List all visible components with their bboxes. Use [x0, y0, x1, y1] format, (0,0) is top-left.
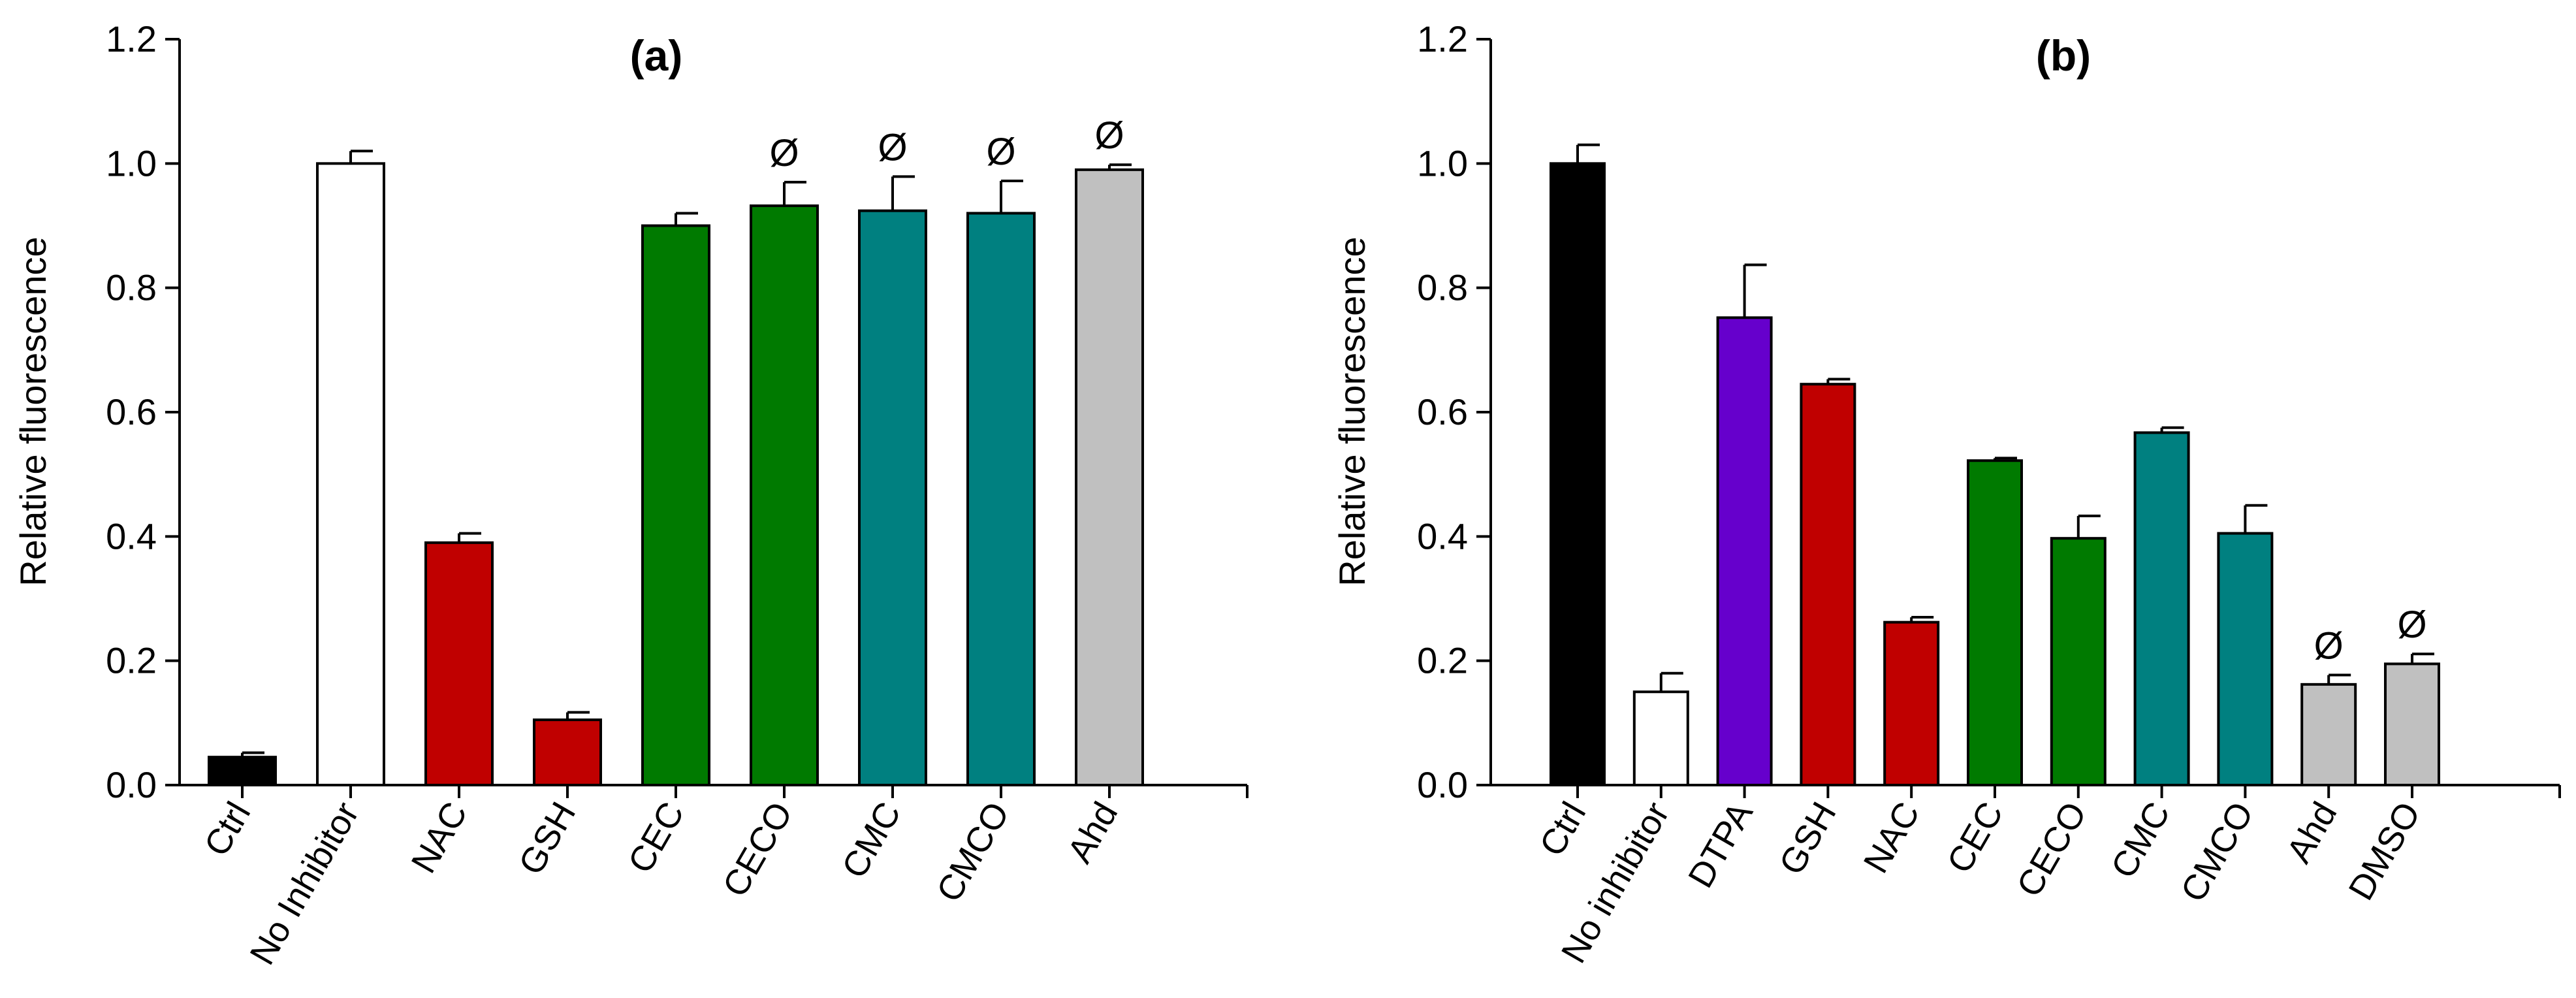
panel-a-category-label: Ctrl: [197, 796, 258, 863]
panel-a-title: (a): [630, 31, 683, 80]
panel-a-y-tick-label: 0.6: [106, 391, 157, 432]
panel-a-significance-mark: Ø: [878, 126, 907, 169]
panel-a-y-axis-title: Relative fluorescence: [12, 236, 54, 586]
panel-a-bar-nac: [424, 541, 494, 786]
panel-a-significance-mark: Ø: [1094, 114, 1124, 157]
panel-b-category-label: Ctrl: [1532, 796, 1593, 863]
panel-b-y-tick-label: 0.4: [1417, 515, 1468, 556]
panel-a-bar-no-inhibitor: [316, 162, 385, 787]
panel-b-y-tick-label: 0.0: [1417, 764, 1468, 805]
panel-b-title: (b): [2036, 31, 2091, 80]
panel-a-y-tick-label: 1.0: [106, 142, 157, 184]
panel-a-y-tick-label: 0.2: [106, 640, 157, 681]
panel-b-category-label: CECO: [2009, 796, 2094, 903]
panel-b-category-label: DTPA: [1681, 796, 1760, 894]
panel-a-significance-mark: Ø: [986, 131, 1015, 173]
panel-b-bar-ctrl: [1550, 162, 1606, 787]
panel-a-category-label: CMC: [835, 796, 908, 885]
panel-a-bar-ceco: [750, 204, 819, 786]
panel-a-category-label: No Inhibitor: [242, 796, 366, 971]
panel-b-bar-nac: [1883, 620, 1940, 786]
panel-b-bar-cmc: [2133, 431, 2190, 786]
panel-b-bar-gsh: [1800, 383, 1856, 786]
panel-b-y-axis-title: Relative fluorescence: [1331, 236, 1373, 586]
panel-b-chart: 0.0 0.2 0.4 0.6 0.8 1.0 1.2 Relative fluorescen…: [1331, 18, 2561, 970]
panel-a-y-tick-label: 0.8: [106, 267, 157, 308]
panel-a-category-label: CECO: [715, 796, 800, 903]
panel-b-y-tick-label: 1.2: [1417, 18, 1468, 59]
panel-b-y-tick-label: 0.8: [1417, 267, 1468, 308]
panel-b-category-label: CMC: [2104, 796, 2178, 885]
panel-b-category-label: CMCO: [2173, 796, 2261, 909]
panel-b-category-label: GSH: [1772, 796, 1843, 881]
panel-b-bar-cec: [1967, 459, 2023, 786]
panel-a-y-tick-label: 0.0: [106, 764, 157, 805]
panel-a-bar-gsh: [533, 718, 602, 786]
panel-b-significance-mark: Ø: [2397, 604, 2426, 646]
panel-b-bar-ceco: [2050, 537, 2107, 787]
panel-a-chart: 0.0 0.2 0.4 0.6 0.8 1.0 1.2 Relative fluorescen…: [12, 18, 1248, 971]
panel-b-significance-mark: Ø: [2314, 625, 2344, 668]
panel-b-category-label: CEC: [1939, 796, 2011, 880]
panel-a-bar-cmco: [966, 212, 1036, 786]
panel-b-bar-dmso: [2384, 662, 2440, 786]
panel-a-bar-ahd: [1075, 168, 1144, 787]
panel-a-significance-mark: Ø: [769, 132, 799, 174]
panel-a-category-label: NAC: [404, 796, 475, 880]
panel-a-category-label: CMCO: [929, 796, 1017, 909]
panel-a-bar-cmc: [858, 209, 927, 787]
panel-a-bar-cec: [641, 224, 710, 786]
panel-b-category-label: DMSO: [2341, 796, 2428, 907]
panel-a-y-tick-label: 0.4: [106, 515, 157, 556]
panel-a-bar-ctrl: [208, 756, 277, 787]
panel-a-y-tick-label: 1.2: [106, 18, 157, 59]
panel-a-category-label: GSH: [511, 796, 583, 881]
panel-a-category-label: CEC: [620, 796, 692, 880]
panel-a-category-label: Ahd: [1060, 796, 1125, 869]
panel-b-y-tick-label: 0.2: [1417, 640, 1468, 681]
panel-b-y-tick-label: 1.0: [1417, 142, 1468, 184]
panel-b-bar-cmco: [2217, 532, 2274, 786]
panel-b-bar-dtpa: [1716, 316, 1773, 786]
panel-b-category-label: NAC: [1856, 796, 1928, 880]
panel-b-y-tick-label: 0.6: [1417, 391, 1468, 432]
panel-b-bar-no-inhibitor: [1632, 690, 1689, 786]
panel-b-category-label: Ahd: [2280, 796, 2345, 869]
panel-b-bar-ahd: [2300, 683, 2357, 786]
